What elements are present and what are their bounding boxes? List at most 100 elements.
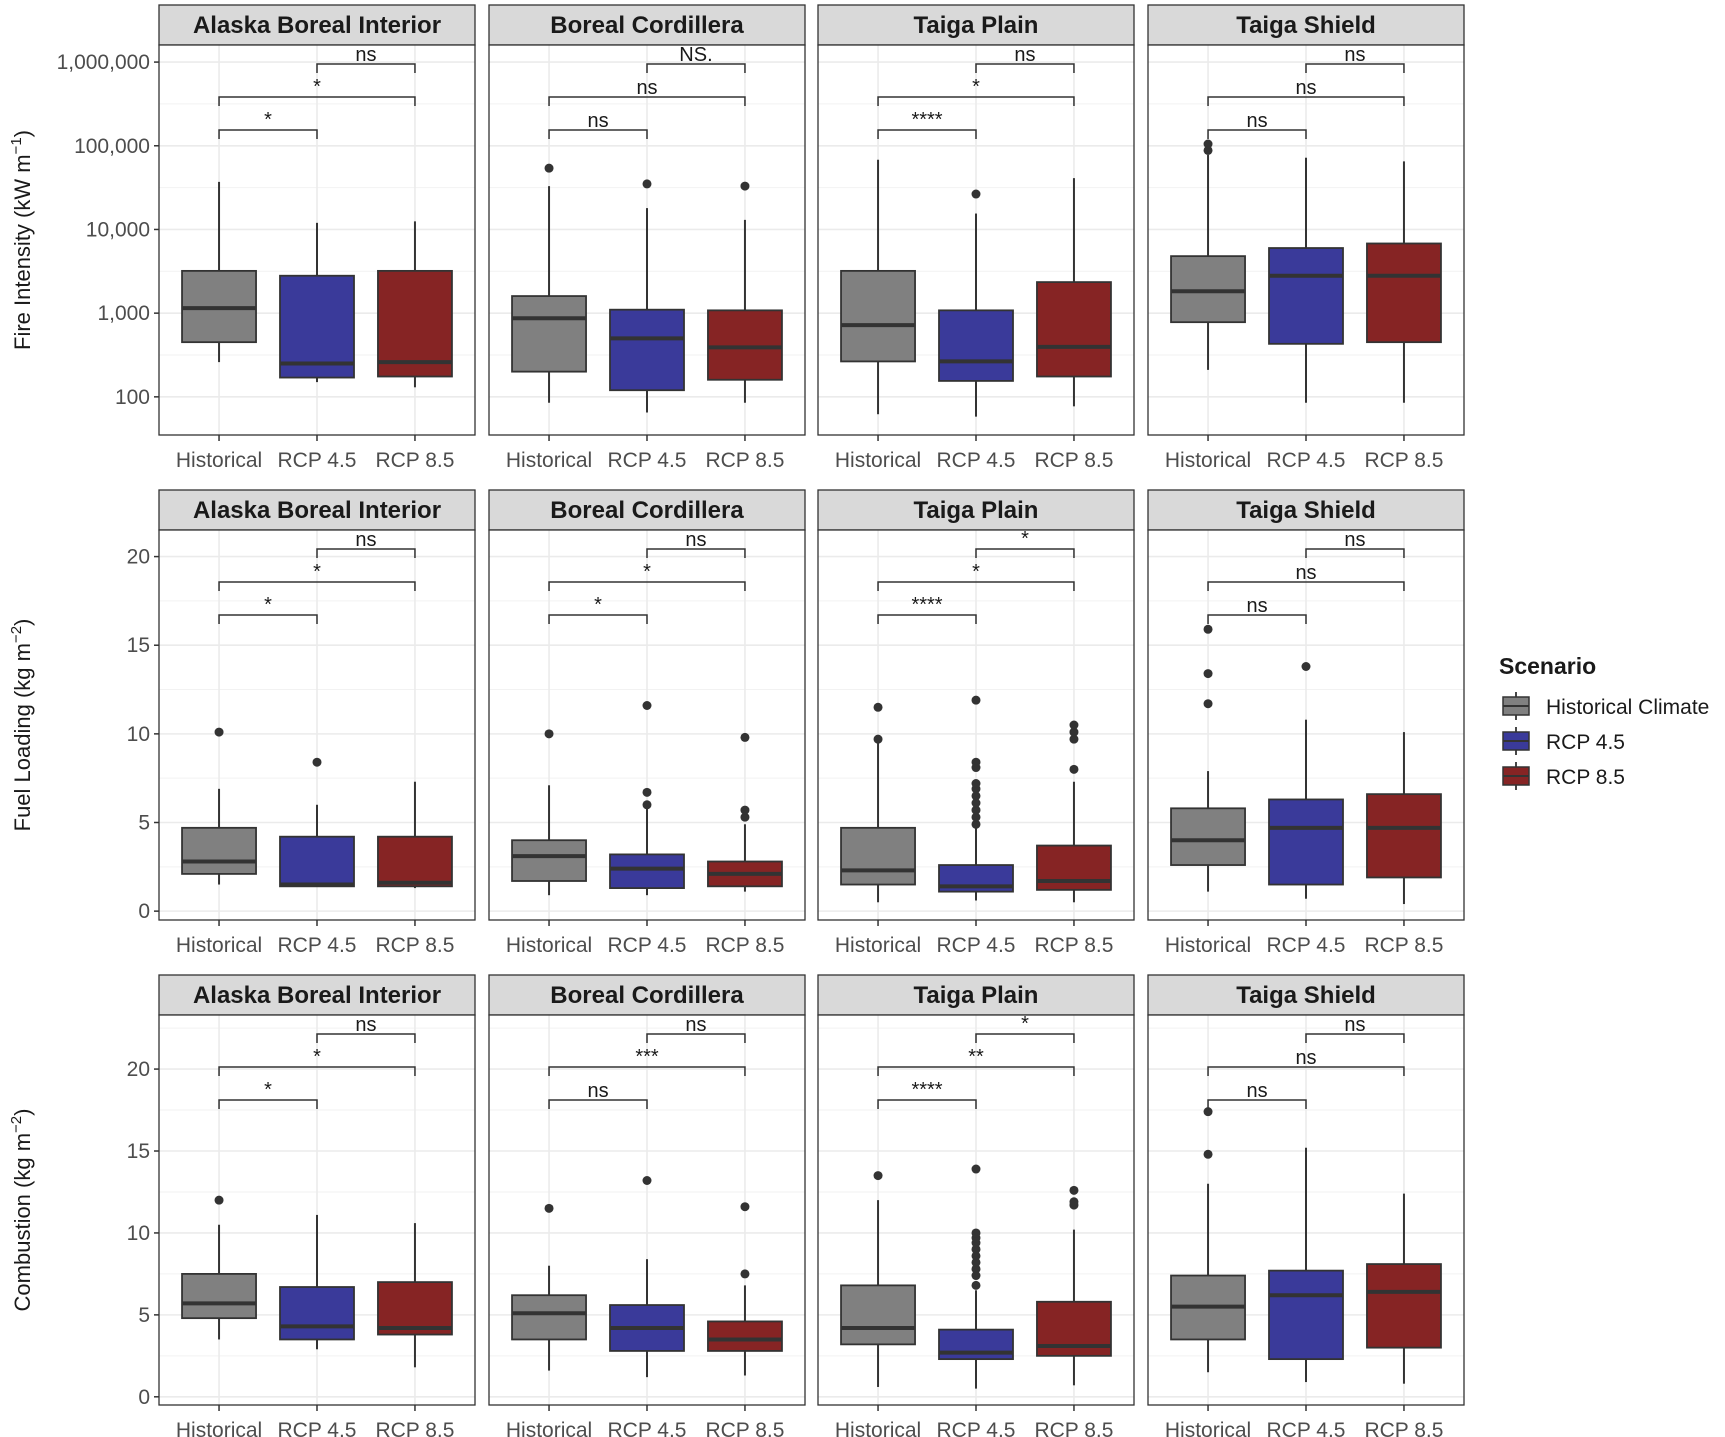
facet-strip-label: Taiga Plain [914,982,1039,1009]
box-iqr [609,853,685,889]
outlier-point [1203,699,1213,709]
significance-label: **** [911,1079,942,1101]
facet-strip-label: Alaska Boreal Interior [193,497,441,524]
facet-strip-label: Taiga Shield [1236,12,1376,39]
significance-label: * [972,76,980,98]
box-iqr [1366,793,1442,879]
legend-entries: Historical Climate RCP 4.5 RCP 8.5 [1502,692,1709,790]
box-rcp-8-5 [377,1223,453,1368]
significance-label: * [313,1046,321,1068]
bracket-line [877,1099,977,1109]
outlier-point [1069,1197,1079,1207]
outlier-point [312,757,322,767]
box-iqr [279,1286,355,1341]
box-rcp-4-5 [938,695,1014,901]
box-iqr [279,274,355,379]
outlier-point [642,1176,652,1186]
box-iqr [840,269,916,363]
box-rcp-8-5 [1036,178,1112,407]
outlier-point [544,163,554,173]
bracket-line [1207,1066,1405,1076]
facet-panel: Alaska Boreal Interior * * ns Historical RCP … [158,4,476,472]
significance-bracket: NS. [646,44,746,73]
facet-panel: Alaska Boreal Interior * * ns Historical RCP … [158,974,476,1437]
facet-panel: Taiga Shield ns ns ns Historical RCP 4.5 RCP 8… [1147,974,1465,1437]
outlier-point [971,798,981,808]
box-iqr [1268,798,1344,886]
outlier-point [1069,1185,1079,1195]
outlier-point [971,819,981,829]
x-tick-label: RCP 8.5 [375,1419,454,1437]
bracket-line [218,1099,318,1109]
x-tick-label: RCP 8.5 [1364,934,1443,957]
outlier-point [873,702,883,712]
facet-panel: Taiga Plain*******Historical RCP 4.5 RCP 8… [817,974,1135,1437]
significance-label: ns [636,77,657,99]
box-iqr [279,835,355,888]
outlier-point [971,779,981,788]
box-iqr [840,826,916,886]
x-tick-label: Historical [176,1419,262,1437]
y-tick-label: 5 [138,812,150,835]
significance-bracket: ** [877,1046,1075,1076]
significance-bracket: * [218,76,416,106]
box-iqr [707,1320,783,1352]
x-tick-label: RCP 4.5 [608,449,687,472]
outlier-point [740,812,750,822]
box-iqr [1366,242,1442,344]
facet-strip-label: Taiga Plain [914,497,1039,524]
y-tick-label: 1,000,000 [57,51,150,74]
legend: Scenario Historical Climate RCP 4.5 RCP 8.… [1499,653,1709,790]
outlier-point [544,1203,554,1213]
outlier-point [642,800,652,810]
box-historical [181,1195,257,1340]
significance-bracket: * [218,594,318,624]
outlier-point [1203,145,1213,155]
outlier-point [971,1271,981,1281]
y-tick-label: 15 [127,1140,150,1163]
facet-strip [488,489,806,531]
significance-bracket: ns [548,110,648,139]
significance-label: * [1021,1013,1029,1035]
bracket-line [877,614,977,624]
outlier-point [971,1264,981,1274]
box-rcp-4-5 [609,701,685,896]
panels-layer: Fire Intensity (kW m−1)1001,00010,000100… [8,4,1465,1437]
outlier-point [1203,624,1213,634]
box-iqr [511,839,587,882]
significance-bracket: **** [877,1079,977,1109]
bracket-line [218,581,416,591]
facet-strip [158,974,476,1016]
facet-panel: Boreal Cordillera ns *** ns Historical RCP 4.… [488,974,806,1437]
x-tick-label: RCP 4.5 [937,934,1016,957]
outlier-point [971,1244,981,1254]
significance-bracket: ns [1207,110,1307,139]
outlier-point [873,734,883,744]
box-iqr [1268,1269,1344,1361]
significance-label: ns [1014,44,1035,66]
bracket-line [877,581,1075,591]
y-tick-label: 15 [127,634,150,657]
y-axis-title: Fuel Loading (kg m−2) [8,619,35,832]
facet-panel: Boreal Cordillera ns ns NS. Historical RCP 4.… [488,4,806,472]
legend-label: RCP 8.5 [1546,766,1625,789]
y-tick-label: 10 [127,723,150,746]
bracket-line [975,1033,1075,1043]
facet-panel: Boreal Cordillera * * ns Historical RCP 4.5 RC… [488,489,806,957]
bracket-line [1207,96,1405,106]
significance-bracket: * [877,76,1075,106]
significance-label: ns [1246,110,1267,132]
significance-bracket: ns [548,77,746,106]
outlier-point [1069,764,1079,774]
x-tick-label: RCP 4.5 [278,1419,357,1437]
bracket-line [316,63,416,73]
bracket-line [877,129,977,139]
y-tick-label: 20 [127,1058,150,1081]
outlier-point [971,805,981,815]
x-tick-label: RCP 4.5 [1267,449,1346,472]
outlier-point [971,1164,981,1174]
significance-bracket: ns [316,1014,416,1043]
outlier-point [1069,734,1079,744]
significance-label: ns [1246,595,1267,617]
bracket-line [646,548,746,558]
